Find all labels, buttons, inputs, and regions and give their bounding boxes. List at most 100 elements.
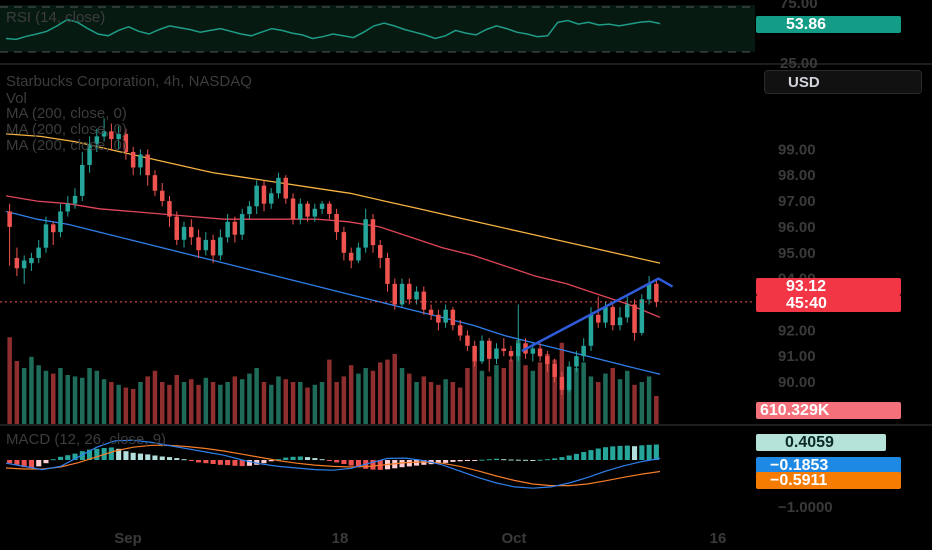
- volume-bar: [283, 379, 288, 424]
- volume-bar: [465, 368, 470, 424]
- macd-histogram-bar: [123, 451, 129, 460]
- candle-body: [508, 351, 514, 357]
- ma-fast-line: [5, 210, 661, 375]
- volume-bar: [196, 384, 201, 424]
- rsi-band: [0, 5, 755, 52]
- candle-body: [617, 317, 623, 326]
- candle-body: [472, 345, 477, 362]
- price-tick-8: 90.00: [778, 374, 816, 391]
- price-tick-7: 91.00: [778, 348, 816, 365]
- volume-badge: 610.329K: [756, 402, 901, 419]
- macd-histogram-bar: [145, 454, 151, 460]
- candle-body: [65, 203, 70, 212]
- volume-bar: [21, 368, 27, 424]
- candle-body: [261, 185, 267, 204]
- volume-bar: [290, 382, 296, 424]
- candle-body: [450, 309, 456, 326]
- macd-histogram-bar: [552, 458, 558, 460]
- candle-body: [123, 133, 129, 152]
- volume-bar: [203, 377, 209, 424]
- macd-histogram-bar: [276, 459, 282, 461]
- rsi-label: RSI (14, close): [6, 9, 106, 26]
- volume-bar: [436, 384, 441, 424]
- candle-body: [654, 283, 659, 302]
- macd-histogram-bar: [50, 459, 56, 461]
- macd-histogram-bar: [167, 457, 173, 460]
- macd-histogram-bar: [283, 457, 289, 460]
- volume-bar: [588, 376, 594, 424]
- candle-body: [80, 164, 85, 196]
- volume-bar: [160, 382, 165, 424]
- candle-body: [399, 283, 405, 305]
- volume-bar: [421, 376, 427, 424]
- candle-body: [225, 221, 230, 238]
- macd-histogram-bar: [435, 460, 441, 464]
- macd-histogram-bar: [159, 456, 165, 460]
- macd-histogram-bar: [559, 457, 565, 460]
- macd-histogram-bar: [246, 460, 252, 466]
- candle-body: [101, 131, 107, 137]
- candle-body: [465, 335, 470, 346]
- macd-histogram-bar: [305, 457, 311, 460]
- macd-histogram-bar: [137, 453, 143, 460]
- volume-bar: [65, 375, 70, 424]
- macd-histogram-bar: [595, 448, 601, 460]
- macd-histogram-bar: [544, 459, 550, 461]
- macd-histogram-bar: [174, 458, 180, 460]
- macd-histogram-bar: [573, 453, 579, 460]
- volume-bar: [29, 356, 34, 424]
- candle-body: [334, 214, 339, 233]
- macd-histogram-bar: [537, 459, 543, 461]
- candle-body: [632, 304, 637, 333]
- macd-line-badge: −0.1853: [756, 457, 901, 474]
- candle-body: [87, 144, 92, 165]
- macd-histogram-bar: [65, 455, 71, 460]
- volume-bar: [472, 361, 477, 424]
- macd-histogram-bar: [326, 460, 332, 461]
- candle-body: [341, 232, 347, 253]
- macd-histogram-bar: [610, 446, 616, 460]
- volume-bar: [109, 382, 114, 424]
- volume-bar: [414, 382, 419, 424]
- candle-body: [545, 356, 550, 364]
- candle-body: [29, 258, 34, 264]
- macd-histogram-bar: [646, 444, 652, 460]
- candle-body: [625, 304, 630, 318]
- candle-body: [196, 237, 201, 251]
- macd-histogram-bar: [603, 447, 609, 460]
- rsi-value-badge: 53.86: [756, 16, 901, 33]
- macd-histogram-bar: [225, 460, 231, 466]
- currency-button[interactable]: USD: [764, 70, 922, 94]
- candle-body: [537, 348, 543, 357]
- macd-histogram-bar: [450, 460, 456, 462]
- volume-bar: [239, 379, 245, 424]
- ma-slow-line: [5, 133, 661, 264]
- volume-bar: [385, 359, 390, 424]
- macd-label: MACD (12, 26, close, 9): [6, 431, 167, 448]
- macd-histogram-bar: [508, 459, 514, 461]
- candle-body: [218, 237, 223, 256]
- volume-bar: [269, 384, 274, 424]
- candle-body: [428, 309, 434, 315]
- macd-histogram-bar: [116, 448, 122, 460]
- macd-histogram-bar: [79, 451, 85, 460]
- macd-histogram-bar: [108, 447, 114, 460]
- macd-histogram-bar: [261, 460, 267, 464]
- candle-body: [72, 195, 78, 204]
- volume-bar: [189, 379, 194, 424]
- macd-histogram-bar: [566, 455, 572, 460]
- volume-bar: [247, 373, 252, 424]
- volume-bar: [639, 382, 645, 424]
- macd-histogram-bar: [232, 460, 238, 466]
- volume-bar: [116, 384, 121, 424]
- volume-bar: [138, 382, 143, 424]
- macd-histogram-bar: [530, 460, 536, 461]
- volume-bar: [530, 370, 536, 424]
- volume-bar: [72, 376, 78, 424]
- volume-bar: [334, 382, 339, 424]
- candle-body: [487, 340, 492, 359]
- candle-body: [639, 299, 645, 333]
- candle-body: [203, 239, 209, 251]
- rsi-line: [5, 18, 661, 41]
